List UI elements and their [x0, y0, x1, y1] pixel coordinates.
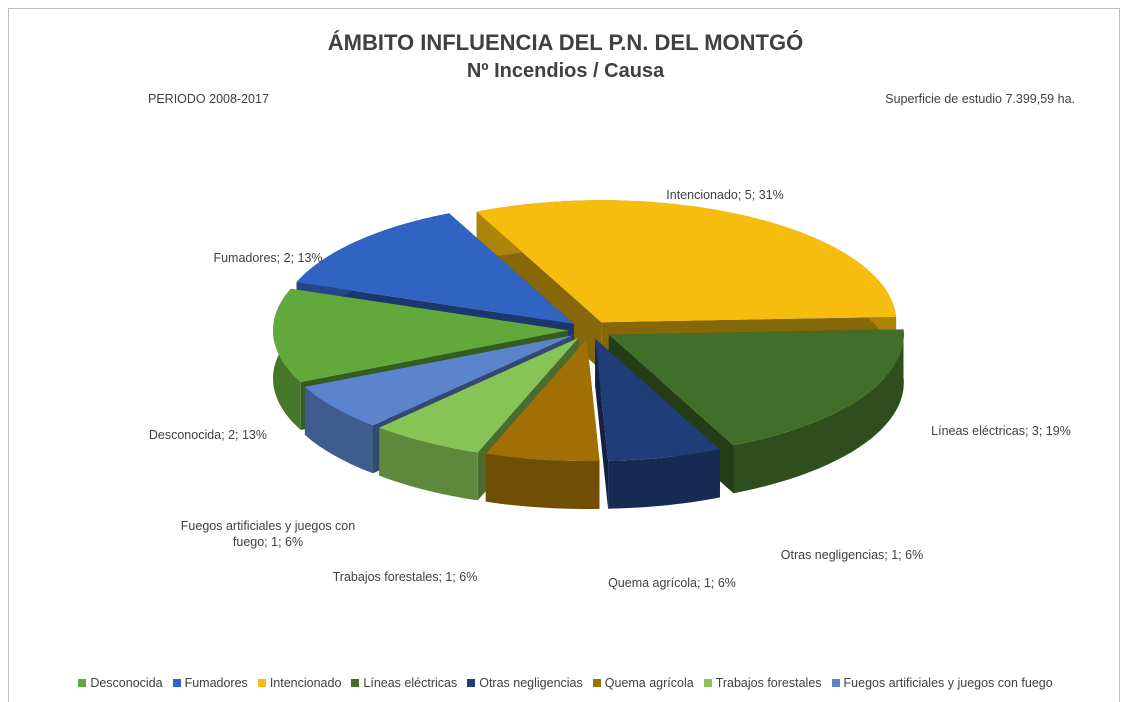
legend-swatch [703, 679, 712, 687]
data-label: Fumadores; 2; 13% [213, 251, 323, 265]
legend-item: Fumadores [172, 676, 248, 690]
legend-label: Otras negligencias [479, 676, 583, 690]
legend-swatch [831, 679, 840, 687]
slice-outer-wall [608, 449, 720, 509]
data-label: Desconocida; 2; 13% [148, 428, 267, 442]
legend-item: Fuegos artificiales y juegos con fuego [831, 676, 1053, 690]
slice-radial-wall [595, 338, 609, 509]
legend-label: Quema agrícola [604, 676, 694, 690]
legend-label: Intencionado [269, 676, 342, 690]
legend-label: Fuegos artificiales y juegos con fuego [843, 676, 1053, 690]
legend-item: Líneas eléctricas [351, 676, 457, 690]
slice-top [608, 329, 904, 446]
legend-swatch [257, 679, 266, 687]
annotation: PERIODO 2008-2017 [148, 92, 269, 106]
legend: Desconocida Fumadores Intencionado Líneas e… [0, 676, 1131, 690]
legend-label: Trabajos forestales [715, 676, 822, 690]
legend-swatch [467, 679, 476, 687]
legend-item: Desconocida [78, 676, 163, 690]
slice-top [476, 200, 897, 323]
pie-slice [485, 339, 600, 509]
data-label: Trabajos forestales; 1; 6% [332, 570, 478, 584]
data-label: Líneas eléctricas; 3; 19% [931, 424, 1071, 438]
data-label: Fuegos artificiales y juegos con fuego; … [180, 519, 356, 549]
slice-top [273, 288, 568, 382]
chart-title: ÁMBITO INFLUENCIA DEL P.N. DEL MONTGÓ [327, 30, 804, 55]
slice-top [304, 335, 573, 426]
pie-slice [595, 338, 720, 509]
legend-swatch [592, 679, 601, 687]
data-label: Quema agrícola; 1; 6% [608, 576, 736, 590]
slice-top [379, 337, 579, 453]
legend-item: Otras negligencias [467, 676, 583, 690]
chart-border [8, 8, 1120, 702]
legend-item: Trabajos forestales [703, 676, 822, 690]
legend-swatch [78, 679, 87, 687]
data-label: Intencionado; 5; 31% [666, 188, 784, 202]
legend-item: Intencionado [257, 676, 342, 690]
legend-swatch [172, 679, 181, 687]
slice-outer-wall [379, 427, 478, 501]
data-label: Otras negligencias; 1; 6% [780, 548, 924, 562]
legend-label: Líneas eléctricas [363, 676, 458, 690]
legend-label: Fumadores [184, 676, 248, 690]
slice-outer-wall [733, 329, 904, 494]
slice-outer-wall [304, 386, 373, 474]
annotation: Superficie de estudio 7.399,59 ha. [885, 92, 1075, 106]
slice-top [595, 338, 720, 461]
legend-label: Desconocida [90, 676, 163, 690]
chart-subtitle: Nº Incendios / Causa [466, 60, 665, 82]
slice-top [485, 339, 600, 461]
legend-item: Quema agrícola [592, 676, 694, 690]
slice-top [296, 213, 574, 324]
legend-swatch [351, 679, 360, 687]
slice-outer-wall [485, 453, 600, 509]
